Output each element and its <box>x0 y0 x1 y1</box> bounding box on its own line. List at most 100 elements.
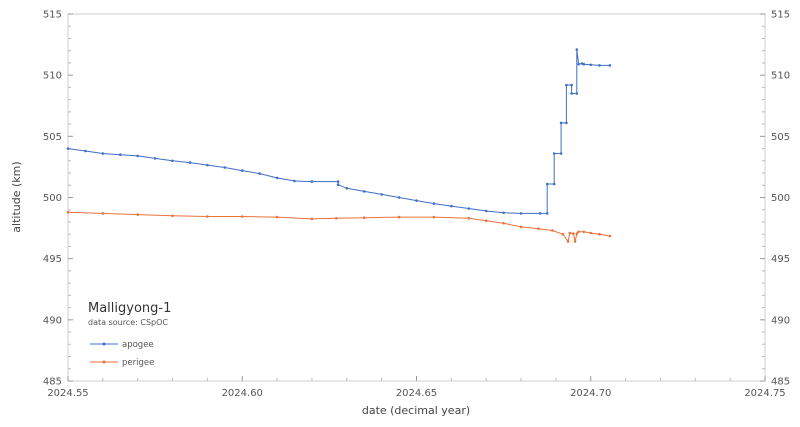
apogee-point <box>336 180 340 183</box>
y-tick-label-right: 495 <box>771 254 790 265</box>
apogee-point <box>519 212 523 215</box>
apogee-point <box>450 204 453 208</box>
perigee-point <box>484 219 488 222</box>
apogee-point <box>397 196 401 199</box>
perigee-point <box>519 225 523 229</box>
perigee-point <box>598 232 601 236</box>
x-tick: 2024.65 <box>396 376 557 399</box>
perigee-point <box>582 230 586 234</box>
apogee-point <box>577 62 580 66</box>
apogee-point <box>559 152 563 155</box>
y-tick-label-left: 500 <box>43 193 62 204</box>
chart-subtitle: data source: CSpOC <box>88 318 168 327</box>
perigee-point <box>171 214 174 218</box>
legend-item-apogee: apogee <box>90 340 154 350</box>
apogee-point <box>538 212 542 215</box>
legend-marker-perigee <box>102 360 106 364</box>
perigee-point <box>206 215 209 218</box>
x-tick: 2024.75 <box>744 376 786 399</box>
y-tick-label-right: 500 <box>771 193 790 204</box>
x-tick: 2024.60 <box>222 376 383 399</box>
apogee-point <box>223 166 227 169</box>
apogee-point <box>502 211 505 215</box>
x-tick-label: 2024.75 <box>744 388 785 399</box>
apogee-point <box>467 207 471 210</box>
y-axis-title: altitude (km) <box>10 161 23 232</box>
y-tick-label-left: 510 <box>43 71 62 82</box>
perigee-point <box>397 215 401 219</box>
y-tick: 495 495 <box>43 209 790 265</box>
apogee-point <box>570 83 573 87</box>
perigee-point <box>551 229 554 232</box>
series-perigee <box>66 210 612 243</box>
y-tick: 485 485 <box>43 331 790 388</box>
series-layer <box>66 48 612 243</box>
y-tick-label-left: 505 <box>43 132 62 143</box>
y-tick: 500 500 <box>43 148 790 204</box>
apogee-point <box>582 62 586 66</box>
apogee-point <box>310 180 314 183</box>
perigee-point <box>561 232 565 236</box>
perigee-point <box>335 217 338 220</box>
legend: apogee perigee <box>90 340 154 368</box>
apogee-point <box>275 176 279 180</box>
apogee-point <box>575 48 579 51</box>
chart-title: Malligyong-1 <box>88 301 171 316</box>
y-tick-label-left: 515 <box>43 10 62 21</box>
perigee-point <box>575 232 579 235</box>
perigee-point <box>608 234 612 238</box>
perigee-point <box>566 240 570 243</box>
apogee-point <box>552 152 556 155</box>
x-tick-label: 2024.60 <box>222 388 263 399</box>
apogee-point <box>589 63 593 67</box>
apogee-point <box>84 149 87 153</box>
apogee-point <box>136 154 139 158</box>
y-tick-label-left: 490 <box>43 315 62 326</box>
apogee-point <box>565 121 568 125</box>
apogee-point <box>119 153 122 156</box>
apogee-point <box>66 147 70 150</box>
perigee-point <box>589 231 593 235</box>
x-tick-label: 2024.55 <box>47 388 88 399</box>
perigee-line <box>67 211 610 243</box>
perigee-point <box>136 213 139 216</box>
apogee-point <box>188 161 192 164</box>
perigee-point <box>573 240 577 243</box>
legend-item-perigee: perigee <box>90 358 154 368</box>
apogee-point <box>559 121 563 125</box>
plot-frame <box>67 13 766 382</box>
perigee-point <box>572 232 575 235</box>
perigee-point <box>537 227 540 230</box>
apogee-point <box>570 92 573 95</box>
apogee-point <box>545 182 549 186</box>
perigee-point <box>275 215 279 219</box>
apogee-point <box>565 83 568 87</box>
y-tick: 510 510 <box>43 25 790 82</box>
x-tick: 2024.70 <box>570 376 731 399</box>
y-tick: 505 505 <box>43 86 790 143</box>
y-tick-label-right: 505 <box>771 132 790 143</box>
apogee-point <box>415 199 418 202</box>
apogee-point <box>336 183 340 186</box>
perigee-point <box>240 215 244 218</box>
perigee-point <box>577 230 580 234</box>
apogee-point <box>206 163 209 167</box>
apogee-point <box>598 64 601 67</box>
perigee-point <box>362 216 366 219</box>
y-tick-label-right: 485 <box>771 377 790 388</box>
legend-label-perigee: perigee <box>122 358 154 368</box>
y-tick-label-right: 490 <box>771 315 790 326</box>
apogee-point <box>484 209 488 213</box>
perigee-point <box>310 217 314 221</box>
x-tick-label: 2024.70 <box>570 388 611 399</box>
apogee-point <box>362 190 366 193</box>
apogee-line <box>67 49 610 214</box>
x-tick: 2024.55 <box>47 376 208 399</box>
perigee-point <box>66 210 70 214</box>
apogee-point <box>380 193 384 196</box>
perigee-point <box>467 217 471 220</box>
series-apogee <box>66 48 612 215</box>
apogee-point <box>171 159 174 163</box>
perigee-point <box>432 215 436 219</box>
